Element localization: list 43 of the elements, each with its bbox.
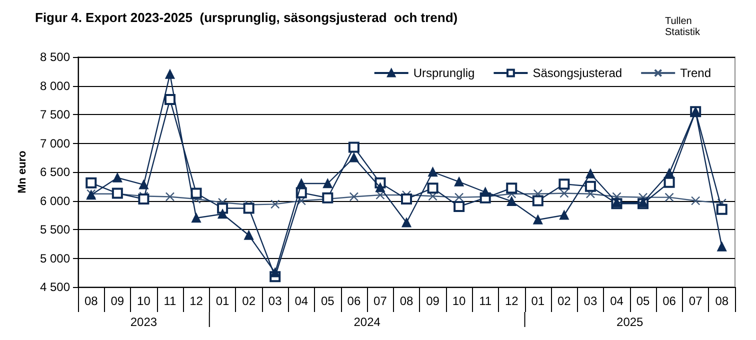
legend-label: Trend <box>680 66 712 80</box>
text: 2024 <box>354 315 381 329</box>
x-tick-label: 04 <box>610 294 624 308</box>
y-tick-label: 7 000 <box>40 136 70 150</box>
legend-label: Säsongsjusterad <box>532 66 622 80</box>
x-tick-label: 06 <box>347 294 361 308</box>
x-tick-label: 09 <box>110 294 124 308</box>
x-tick-label: 08 <box>715 294 729 308</box>
y-tick-label: 4 500 <box>40 280 70 294</box>
x-tick-label: 11 <box>164 294 177 308</box>
chart-title: Figur 4. Export 2023-2025 (ursprunglig, säsongsjusterad och trend) <box>35 10 458 25</box>
x-tick-label: 08 <box>400 294 414 308</box>
y-tick-label: 8 000 <box>40 78 70 93</box>
y-tick-label: 6 500 <box>40 165 70 179</box>
text: 2025 <box>616 315 644 329</box>
x-tick-label: 06 <box>662 294 676 308</box>
legend-label: Ursprunglig <box>413 66 475 80</box>
x-tick-label: 09 <box>426 294 440 308</box>
x-tick-label: 12 <box>190 294 204 308</box>
x-tick-label: 04 <box>294 294 308 308</box>
x-tick-label: 07 <box>374 294 388 308</box>
x-tick-label: 05 <box>320 294 335 308</box>
y-tick-label: 6 000 <box>40 194 70 208</box>
text: 2023 <box>130 315 158 329</box>
text: Tullen Statistik <box>664 16 701 38</box>
x-tick-label: 01 <box>216 294 230 308</box>
x-tick-label: 11 <box>479 294 492 308</box>
y-tick-label: 5 000 <box>40 251 70 266</box>
x-tick-label: 08 <box>84 294 98 308</box>
x-tick-label: 07 <box>688 294 703 308</box>
x-tick-label: 01 <box>531 294 545 308</box>
x-tick-label: 03 <box>268 294 282 308</box>
y-tick-label: 8 500 <box>40 50 70 64</box>
x-tick-label: 10 <box>137 294 151 308</box>
x-tick-label: 05 <box>636 294 650 308</box>
x-tick-label: 12 <box>504 294 519 308</box>
x-tick-label: 02 <box>558 294 572 308</box>
x-tick-label: 10 <box>452 294 466 308</box>
x-tick-label: 03 <box>584 294 598 308</box>
y-axis-title: Mn euro <box>16 150 28 194</box>
y-tick-label: 7 500 <box>40 108 70 122</box>
y-tick-label: 5 500 <box>40 222 70 236</box>
x-tick-label: 02 <box>242 294 256 308</box>
